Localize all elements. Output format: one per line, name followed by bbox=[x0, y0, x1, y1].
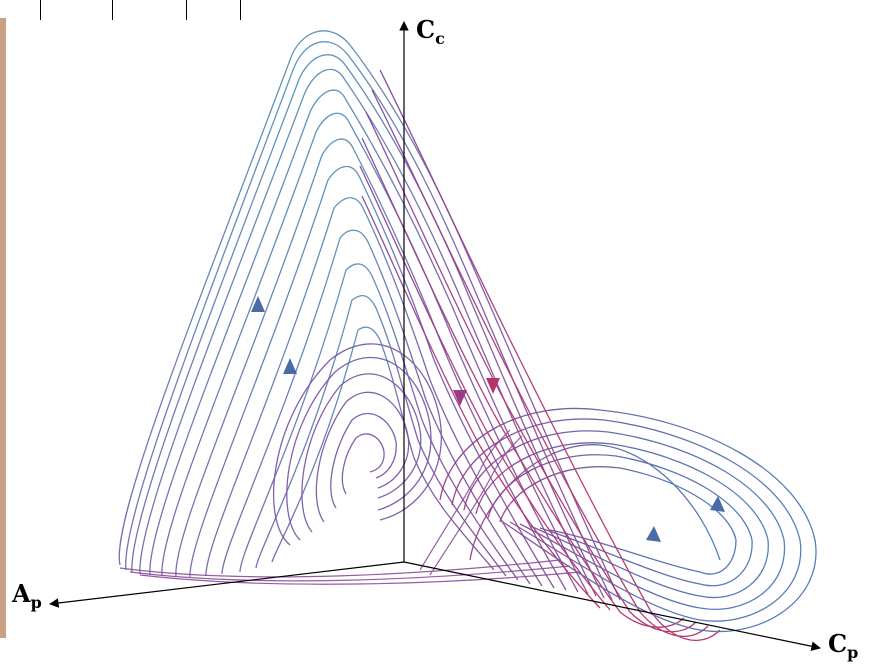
left-axis-label: Ap bbox=[11, 579, 42, 612]
axes bbox=[49, 21, 821, 651]
arrow-down-icon bbox=[486, 378, 500, 394]
right-axis-label: Cp bbox=[828, 629, 858, 662]
attractor-right-lobe bbox=[439, 407, 817, 633]
arrow-up-icon bbox=[283, 358, 297, 374]
arrow-down-icon bbox=[453, 390, 467, 406]
arrow-up-icon bbox=[251, 296, 265, 312]
trajectory-arrows bbox=[251, 296, 725, 542]
left-edge-bar bbox=[0, 18, 6, 638]
arrow-up-icon bbox=[646, 526, 661, 542]
attractor-right-bundle bbox=[359, 69, 721, 641]
attractor-inner-spiral bbox=[273, 343, 442, 546]
ruler-tick bbox=[186, 0, 187, 20]
arrow-up-icon bbox=[710, 496, 725, 512]
left-axis bbox=[49, 561, 405, 608]
right-axis bbox=[403, 561, 821, 651]
vertical-axis-label: Cc bbox=[416, 15, 445, 48]
ruler-tick bbox=[40, 0, 41, 20]
ruler-tick bbox=[112, 0, 113, 20]
attractor-bottom-band bbox=[119, 429, 581, 585]
top-ruler bbox=[0, 0, 260, 20]
ruler-tick bbox=[240, 0, 241, 20]
attractor-left-lobe bbox=[118, 30, 621, 601]
